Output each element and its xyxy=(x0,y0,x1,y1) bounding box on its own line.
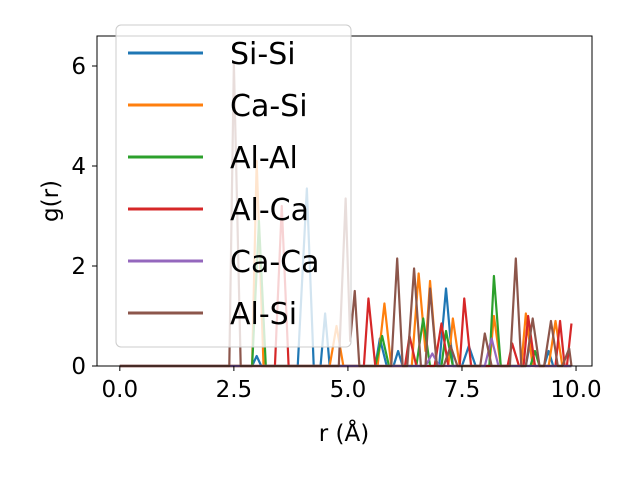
y-axis-ticks: 0 2 4 6 xyxy=(71,54,97,380)
x-tick-label: 0.0 xyxy=(102,377,139,403)
y-tick-label: 4 xyxy=(71,154,86,180)
x-axis-label: r (Å) xyxy=(319,419,369,447)
legend-label-al-si: Al-Si xyxy=(230,297,297,332)
y-tick-label: 2 xyxy=(71,254,86,280)
x-tick-label: 2.5 xyxy=(216,377,253,403)
x-tick-label: 5.0 xyxy=(330,377,367,403)
legend-label-al-al: Al-Al xyxy=(230,141,298,176)
x-tick-label: 10.0 xyxy=(550,377,601,403)
legend-label-al-ca: Al-Ca xyxy=(230,193,309,228)
y-tick-label: 6 xyxy=(71,54,86,80)
y-tick-label: 0 xyxy=(71,354,86,380)
y-axis-label: g(r) xyxy=(38,180,64,222)
x-axis-ticks: 0.0 2.5 5.0 7.5 10.0 xyxy=(102,366,602,403)
legend: Si-Si Ca-Si Al-Al Al-Ca Ca-Ca Al-Si xyxy=(115,24,352,348)
x-tick-label: 7.5 xyxy=(444,377,481,403)
legend-label-si-si: Si-Si xyxy=(230,37,296,72)
legend-label-ca-ca: Ca-Ca xyxy=(230,245,320,280)
legend-label-ca-si: Ca-Si xyxy=(230,89,308,124)
